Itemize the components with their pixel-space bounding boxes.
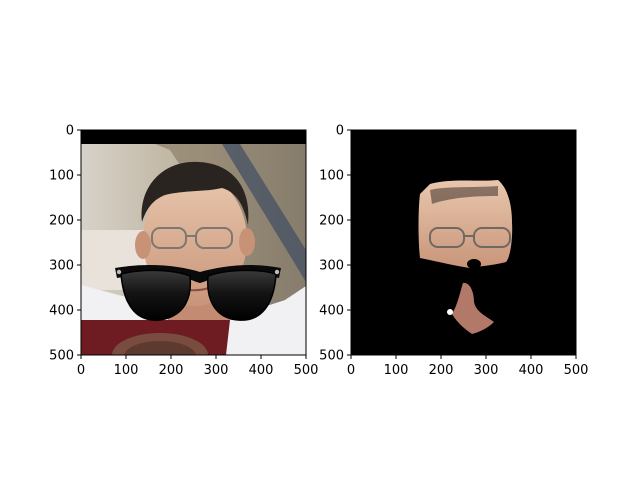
x-tick-label: 0 — [347, 363, 355, 378]
mask-eyeglass-left — [429, 227, 465, 248]
x-tick-label: 0 — [77, 363, 85, 378]
sunglasses-left-lens — [120, 269, 192, 321]
y-tick-label: 100 — [49, 169, 74, 184]
x-tick-label: 500 — [564, 363, 589, 378]
left-axes-frame — [80, 129, 307, 356]
sunglasses-right-lens — [206, 269, 277, 321]
x-tick-label: 500 — [294, 363, 319, 378]
podium-emblem-inner — [124, 341, 196, 355]
x-tick-label: 400 — [249, 363, 274, 378]
sunglasses-left-hinge — [116, 269, 122, 275]
hair — [141, 161, 249, 225]
segmented-chin — [452, 282, 494, 334]
background-beam — [222, 144, 306, 282]
segmented-hair — [430, 186, 498, 204]
x-tick-label: 200 — [429, 363, 454, 378]
y-tick-label: 300 — [49, 259, 74, 274]
left-ear — [135, 231, 151, 259]
x-tick-label: 300 — [204, 363, 229, 378]
top-black-band — [81, 130, 306, 144]
mask-speck — [447, 309, 453, 315]
y-tick-label: 300 — [319, 259, 344, 274]
x-tick-label: 400 — [519, 363, 544, 378]
x-tick-label: 100 — [114, 363, 139, 378]
y-tick-label: 400 — [319, 304, 344, 319]
y-tick-label: 500 — [49, 349, 74, 364]
y-tick-label: 200 — [319, 214, 344, 229]
y-tick-label: 200 — [49, 214, 74, 229]
right-ear — [239, 228, 255, 256]
face-eyeglass-right — [195, 227, 233, 249]
y-tick-label: 100 — [319, 169, 344, 184]
y-tick-label: 0 — [66, 124, 74, 139]
sunglasses-frame — [115, 265, 281, 283]
x-tick-label: 200 — [159, 363, 184, 378]
x-tick-label: 100 — [384, 363, 409, 378]
sunglasses-right-hinge — [274, 269, 280, 275]
y-tick-label: 400 — [49, 304, 74, 319]
y-tick-label: 0 — [336, 124, 344, 139]
x-tick-label: 300 — [474, 363, 499, 378]
left-image-panel — [81, 130, 306, 355]
right-image-panel — [351, 130, 576, 355]
mask-eyeglass-right — [473, 227, 511, 248]
mask-hole — [467, 259, 481, 269]
y-tick-label: 500 — [319, 349, 344, 364]
sunglasses-overlay — [115, 265, 281, 321]
face-eyeglass-left — [151, 227, 187, 249]
right-axes-frame — [350, 129, 577, 356]
